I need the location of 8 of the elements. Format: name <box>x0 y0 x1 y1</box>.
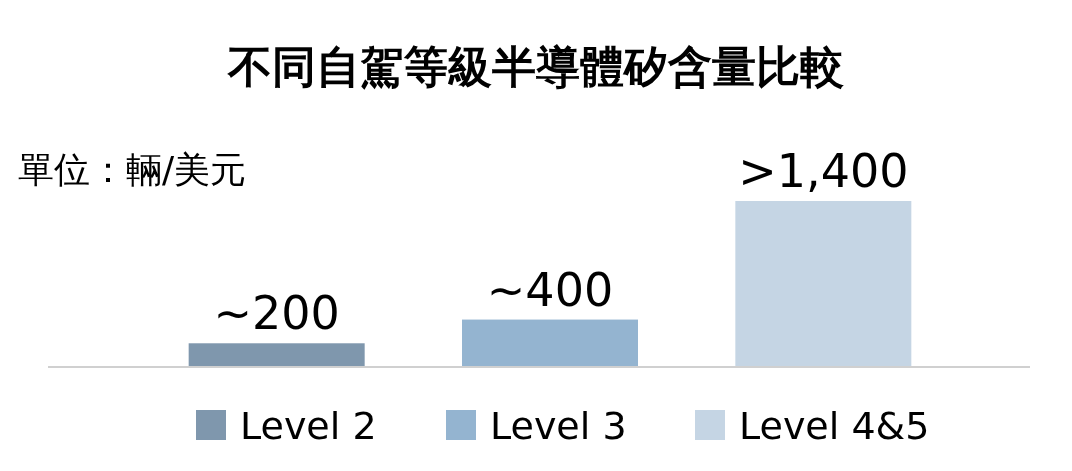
legend-label: Level 2 <box>240 404 377 448</box>
data-label: ~400 <box>486 262 614 317</box>
y-axis-title: 單位：輛/美元 <box>18 149 247 190</box>
data-label: >1,400 <box>738 144 909 198</box>
legend-label: Level 4&5 <box>739 404 930 448</box>
legend-label: Level 3 <box>490 404 627 448</box>
chart-title: 不同自駕等級半導體矽含量比較 <box>227 41 844 92</box>
data-label: ~200 <box>213 286 340 341</box>
